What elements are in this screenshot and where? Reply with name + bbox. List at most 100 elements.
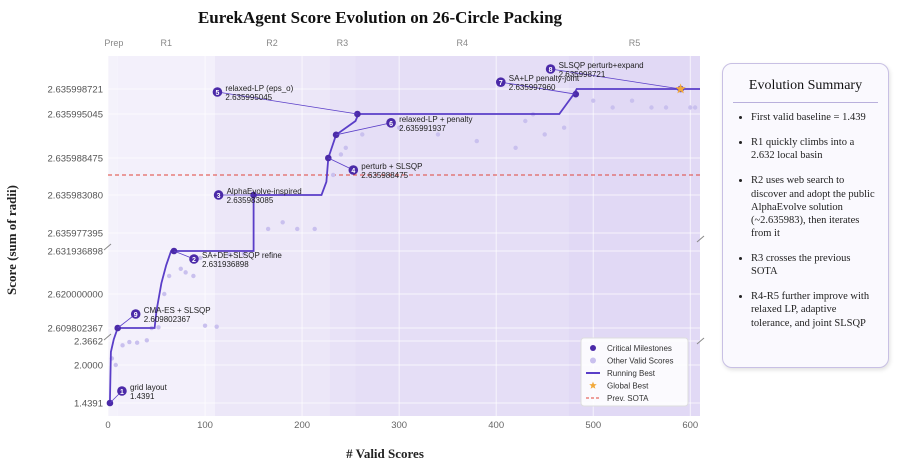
- other-valid-point: [227, 252, 232, 257]
- x-tick-label: 0: [105, 420, 110, 431]
- round-label: R3: [337, 38, 349, 48]
- evolution-summary-panel: Evolution Summary First valid baseline =…: [722, 63, 889, 368]
- other-valid-point: [197, 255, 203, 261]
- y-tick-label: 1.4391: [74, 399, 103, 410]
- running-best-line: [108, 88, 700, 404]
- legend-label: Running Best: [607, 369, 656, 378]
- summary-item: R3 crosses the previous SOTA: [751, 252, 878, 278]
- milestone-label: grid layout: [130, 383, 168, 392]
- global-best-star: [675, 83, 686, 94]
- milestone-badge: [117, 386, 127, 396]
- milestone-badge: [212, 87, 223, 97]
- other-valid-point: [113, 362, 118, 368]
- y-tick-label: 2.3662: [74, 337, 103, 348]
- legend-box: [580, 337, 689, 407]
- legend-key: [589, 381, 597, 389]
- summary-item: First valid baseline = 1.439: [751, 111, 878, 124]
- score-chart: Prep R1 R2 R3 R4 R5 0 100 200 300 400 500 600 1.4391 2…: [48, 38, 705, 431]
- round-band-r3: [329, 56, 356, 416]
- other-valid-point: [280, 220, 285, 225]
- other-valid-point: [144, 338, 150, 343]
- legend-key: [590, 345, 596, 351]
- other-valid-point: [214, 324, 219, 329]
- other-valid-point: [513, 145, 518, 150]
- milestone-label: CMA-ES + SLSQP: [144, 306, 211, 315]
- round-label: R5: [629, 38, 641, 48]
- axis-break-mark: [696, 235, 705, 243]
- milestone-label: SA+LP penalty-joint: [509, 74, 580, 83]
- milestone-badge: [189, 254, 199, 264]
- x-tick-label: 400: [488, 420, 504, 431]
- other-valid-point: [178, 266, 183, 271]
- milestone-value: 2.631936898: [202, 260, 249, 269]
- x-tick-label: 500: [585, 420, 601, 431]
- milestone-leader: [335, 122, 392, 136]
- axis-break-mark: [103, 333, 112, 341]
- milestone-number: 1: [120, 389, 124, 396]
- other-valid-point: [360, 132, 365, 137]
- milestone-number: 9: [134, 312, 138, 319]
- milestone-label: relaxed-LP + penalty: [399, 115, 472, 124]
- milestone-number: 8: [549, 67, 553, 74]
- other-valid-point: [610, 105, 615, 110]
- other-valid-point: [120, 343, 125, 348]
- summary-item: R4-R5 further improve with relaxed LP, a…: [751, 290, 878, 329]
- milestone-badge: [545, 64, 556, 74]
- milestone-value: 1.4391: [130, 392, 155, 401]
- other-valid-point: [629, 98, 635, 103]
- x-tick-label: 600: [682, 420, 698, 431]
- other-valid-point: [435, 132, 441, 137]
- milestone-number: 3: [217, 193, 221, 200]
- other-valid-point: [183, 270, 188, 275]
- x-tick-label: 100: [197, 420, 213, 431]
- other-valid-point: [474, 138, 479, 144]
- milestone-label: AlphaEvolve-inspired: [227, 187, 302, 196]
- milestone-leader: [217, 91, 358, 115]
- other-valid-point: [295, 226, 300, 232]
- y-tick-label: 2.635998721: [48, 85, 103, 96]
- milestone-badge: [386, 118, 396, 128]
- other-valid-point: [561, 125, 567, 130]
- summary-list: First valid baseline = 1.439 R1 quickly …: [733, 111, 878, 330]
- round-band-r4: [355, 56, 569, 416]
- milestone-number: 5: [215, 90, 219, 97]
- axis-break-mark: [103, 243, 112, 251]
- other-valid-point: [127, 339, 132, 345]
- y-axis-label: Score (sum of radii): [4, 185, 19, 295]
- other-valid-point: [166, 273, 172, 279]
- milestone-label: perturb + SLSQP: [361, 162, 422, 171]
- other-valid-point: [591, 98, 596, 103]
- round-band-r1: [117, 56, 215, 416]
- y-tick-label: 2.631936898: [48, 247, 103, 258]
- y-tick-label: 2.635977395: [48, 229, 103, 240]
- chart-title: EurekAgent Score Evolution on 26-Circle …: [197, 8, 563, 27]
- other-valid-point: [202, 323, 208, 328]
- milestone-label: SLSQP perturb+expand: [559, 61, 644, 70]
- round-label: R2: [266, 38, 278, 48]
- milestone-value: 2.635988475: [361, 171, 408, 180]
- milestone-number: 2: [192, 257, 196, 264]
- round-band-r2: [214, 56, 330, 416]
- y-tick-label: 2.635995045: [48, 110, 103, 121]
- other-valid-point: [241, 251, 247, 256]
- milestone-value: 2.635983085: [227, 196, 274, 205]
- milestone-number: 6: [389, 121, 393, 128]
- milestone-value: 2.609802367: [144, 315, 191, 324]
- summary-item: R2 uses web search to discover and adopt…: [751, 174, 878, 240]
- x-tick-label: 300: [391, 420, 407, 431]
- round-label: R1: [160, 38, 172, 48]
- milestone-badge: [213, 190, 224, 200]
- milestone-leader: [500, 81, 576, 95]
- y-tick-label: 2.0000: [74, 361, 103, 372]
- milestone-value: 2.635998721: [559, 70, 606, 79]
- legend: Critical Milestones Other Valid Scores Run…: [580, 337, 689, 407]
- y-tick-label: 2.609802367: [48, 324, 103, 335]
- other-valid-point: [688, 105, 693, 110]
- other-valid-point: [523, 118, 528, 124]
- milestone-point: [114, 324, 122, 332]
